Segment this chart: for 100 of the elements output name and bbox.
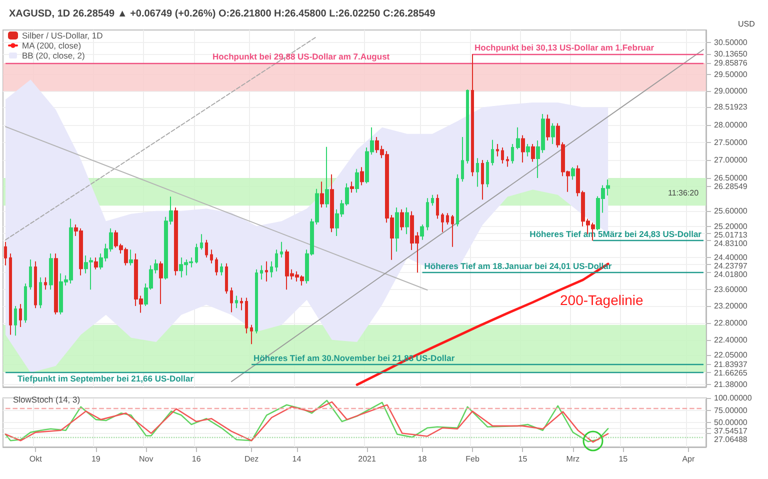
candlestick (551, 122, 555, 145)
candlestick (511, 144, 514, 164)
y-tick-label: 25.60000 (714, 206, 748, 216)
candlestick (34, 260, 37, 309)
candlestick (220, 262, 223, 276)
candlestick (531, 144, 535, 162)
x-tick-label: Dez (244, 454, 259, 464)
candlestick (466, 88, 469, 164)
candlestick (350, 181, 354, 194)
text: USD (738, 20, 756, 28)
candlestick (225, 262, 228, 294)
candlestick (205, 239, 208, 258)
candlestick (446, 212, 449, 225)
candlestick (54, 253, 58, 315)
candlestick (526, 144, 530, 157)
y-tick-label: 23.20000 (714, 302, 748, 311)
candlestick (240, 297, 243, 311)
candlestick (355, 168, 359, 194)
candlestick (431, 194, 434, 206)
x-tick-label: Mrz (566, 454, 580, 464)
x-tick-label: Apr (682, 454, 695, 464)
y-tick-label: 24.40000 (714, 252, 748, 262)
y-tick-label: 23.60000 (714, 285, 748, 294)
y-tick-label: 29.85876 (714, 58, 748, 68)
candlestick (456, 174, 459, 227)
y-tick-label: 75.00000 (714, 406, 748, 415)
candlestick (275, 249, 278, 272)
candlestick (260, 264, 263, 280)
y-tick-label: 28.00000 (714, 120, 748, 130)
annotation: 200-Tagelinie (560, 292, 644, 308)
candlestick (44, 276, 47, 290)
y-tick-label: 30.13650 (714, 50, 748, 59)
candlestick (506, 156, 509, 168)
candlestick (255, 268, 258, 334)
y-tick-label: 22.05000 (714, 350, 748, 360)
candlestick (39, 276, 42, 309)
ref-line-label: Tiefpunkt im September bei 21,66 US-Dollar (18, 374, 194, 384)
x-tick-label: 14 (292, 454, 302, 464)
y-tick-label: 26.50000 (714, 173, 748, 182)
y-tick-label: 30.50000 (714, 38, 748, 48)
candlestick (405, 206, 409, 235)
candlestick (491, 139, 494, 166)
candlestick (94, 256, 98, 270)
legend-label: MA (200, close) (22, 40, 82, 50)
candlestick (436, 194, 439, 220)
candlestick (159, 260, 163, 304)
candlestick (250, 324, 253, 345)
candlestick (320, 181, 324, 208)
candlestick (280, 241, 283, 258)
candlestick (210, 249, 213, 264)
y-tick-label: 22.40000 (714, 335, 748, 344)
y-tick-label: 27.50000 (714, 138, 748, 147)
candlestick (174, 206, 178, 276)
candlestick (451, 214, 454, 248)
x-tick-label: 2021 (358, 454, 377, 464)
candlestick (441, 212, 444, 233)
legend-label: Silber / US-Dollar, 1D (22, 30, 103, 40)
annotation: 11:36:20 (668, 188, 700, 198)
candlestick (476, 158, 479, 188)
y-tick-label: 29.50000 (714, 70, 748, 80)
candlestick (14, 306, 17, 336)
x-tick-label: Feb (466, 454, 480, 464)
candlestick (230, 287, 233, 313)
candlestick (245, 297, 248, 334)
y-tick-label: 21.66265 (714, 368, 748, 378)
candlestick (19, 303, 22, 328)
y-tick-label: 21.83937 (714, 360, 748, 369)
y-tick-label: 37.54517 (714, 426, 748, 436)
y-tick-label: 27.06488 (714, 435, 748, 444)
chart-title: XAGUSD, 1D 26.28549 ▲ +0.06749 (+0.26%) O:26.21800 H:26.45800 L:26.02250 C:26.28549 (9, 8, 436, 20)
y-tick-label: 24.23797 (714, 262, 748, 271)
candlestick (29, 258, 32, 290)
candlestick (481, 159, 484, 200)
candlestick (195, 243, 198, 264)
y-tick-label: 29.00000 (714, 86, 748, 96)
candlestick (330, 174, 334, 233)
candlestick (200, 234, 203, 250)
candlestick (360, 166, 364, 186)
candlestick (426, 198, 429, 231)
candlestick (486, 159, 489, 188)
candlestick (501, 147, 504, 164)
y-tick-label: 100.00000 (714, 394, 752, 402)
y-tick-label: 22.80000 (714, 318, 748, 328)
candlestick (325, 146, 329, 208)
x-tick-label: 18 (418, 454, 428, 464)
y-tick-label: 24.01800 (714, 270, 748, 280)
y-tick-label: 25.01713 (714, 230, 748, 240)
candlestick (215, 256, 218, 276)
candlestick (420, 224, 424, 240)
candlestick (461, 136, 464, 182)
candlestick (521, 134, 525, 163)
x-tick-label: Nov (138, 454, 154, 464)
x-tick-label: 19 (91, 454, 101, 464)
candlestick (516, 126, 520, 150)
candlestick (235, 295, 238, 309)
candlestick (49, 253, 53, 290)
y-tick-label: 21.38000 (714, 380, 748, 390)
ref-line-label: Hochpunkt bei 29,88 US-Dollar am 7.August (212, 52, 390, 62)
candlestick (571, 166, 575, 180)
candlestick (546, 114, 550, 142)
